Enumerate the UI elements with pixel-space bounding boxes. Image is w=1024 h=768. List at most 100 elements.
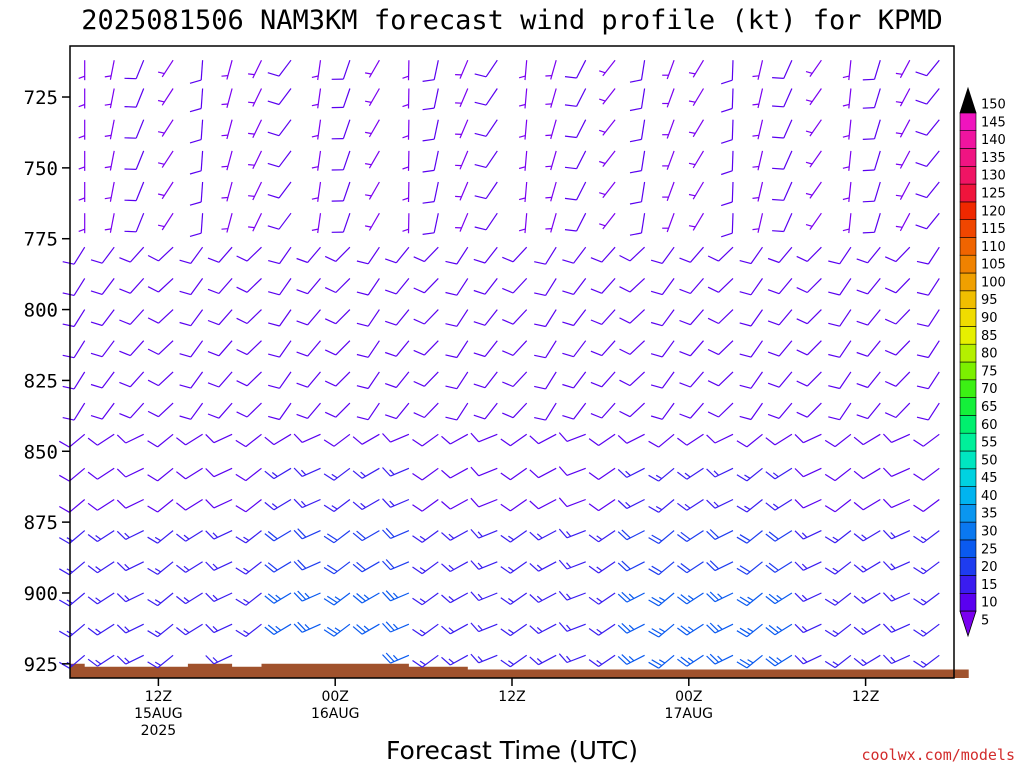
barb-staff: [550, 150, 557, 171]
barb-feather: [619, 254, 631, 262]
wind-barb: [739, 371, 763, 389]
barb-staff: [273, 561, 292, 573]
barb-staff: [226, 88, 233, 108]
barb-feather: [385, 527, 395, 538]
barb-feather: [767, 382, 780, 388]
barb-feather: [545, 165, 552, 168]
barb-feather: [853, 470, 864, 480]
wind-barb: [545, 119, 557, 140]
barb-feather: [236, 411, 248, 418]
barb-feather: [363, 594, 370, 600]
barb-feather: [147, 630, 158, 638]
wind-barb: [264, 530, 292, 542]
barb-feather: [205, 623, 215, 634]
y-tick-label: 725: [24, 87, 58, 109]
barb-feather: [651, 565, 663, 573]
barb-feather: [326, 533, 338, 541]
wind-barb: [59, 592, 86, 607]
barb-feather: [721, 139, 733, 144]
barb-staff: [524, 119, 528, 140]
barb-feather: [124, 532, 130, 539]
barb-feather: [916, 354, 929, 359]
barb-feather: [382, 433, 391, 443]
barb-feather: [441, 532, 451, 541]
barb-feather: [920, 598, 927, 604]
barb-feather: [402, 135, 409, 139]
barb-feather: [862, 231, 875, 234]
wind-barb: [824, 561, 852, 575]
barb-feather: [590, 257, 603, 263]
wind-barb: [765, 592, 793, 605]
barb-staff: [213, 467, 233, 478]
wind-barb: [648, 467, 675, 482]
wind-barb: [916, 278, 940, 296]
barb-staff: [69, 561, 86, 576]
barb-staff: [778, 340, 793, 357]
wind-barb: [474, 181, 498, 200]
barb-staff: [307, 340, 321, 357]
wind-barbs: [58, 59, 940, 669]
wind-barb: [176, 433, 203, 446]
barb-staff: [279, 402, 292, 420]
wind-barb: [90, 246, 115, 264]
wind-barb: [739, 278, 763, 296]
wind-barb: [805, 119, 822, 137]
wind-barb: [90, 402, 115, 420]
barb-staff: [658, 592, 675, 607]
barb-feather: [828, 353, 840, 358]
wind-barb: [518, 213, 528, 234]
barb-staff: [576, 212, 587, 232]
barb-feather: [412, 504, 423, 512]
barb-feather: [364, 225, 372, 228]
barb-feather: [275, 594, 282, 600]
barb-feather: [677, 565, 688, 574]
barb-staff: [576, 119, 587, 138]
barb-feather: [736, 440, 748, 448]
barb-feather: [805, 192, 813, 196]
barb-staff: [101, 309, 115, 326]
wind-barb: [796, 277, 822, 294]
wind-barb: [324, 246, 351, 262]
barb-feather: [768, 624, 779, 634]
wind-barb: [590, 246, 616, 263]
barb-staff: [478, 592, 498, 602]
barb-feather: [500, 597, 511, 605]
wind-barb: [147, 623, 174, 638]
wind-barb: [529, 530, 557, 541]
barb-staff: [245, 592, 262, 606]
barb-staff: [459, 59, 469, 79]
wind-barb: [629, 119, 646, 143]
wind-barb: [706, 467, 734, 478]
wind-barb: [650, 402, 675, 420]
barb-staff: [731, 150, 734, 171]
barb-feather: [518, 228, 526, 232]
wind-barb: [402, 60, 410, 81]
barb-feather: [768, 562, 779, 571]
barb-feather: [323, 598, 335, 606]
barb-feather: [659, 596, 666, 602]
barb-feather: [717, 593, 723, 599]
barb-staff: [213, 592, 233, 602]
barb-staff: [423, 340, 439, 356]
wind-barb: [385, 340, 410, 357]
wind-barb: [518, 181, 528, 203]
barb-staff: [922, 561, 940, 575]
barb-staff: [839, 278, 852, 296]
barb-feather: [441, 469, 451, 479]
barb-feather: [706, 593, 716, 603]
barb-feather: [176, 471, 186, 480]
wind-barb: [382, 527, 410, 539]
wind-barb: [331, 181, 351, 202]
barb-staff: [433, 119, 439, 140]
wind-barb: [323, 467, 351, 481]
barb-feather: [677, 502, 688, 511]
wind-barb: [293, 467, 321, 477]
colorbar-cell: [959, 201, 977, 220]
barb-feather: [189, 232, 202, 237]
wind-barb: [736, 561, 763, 575]
wind-barb: [104, 181, 115, 202]
barb-feather: [116, 468, 127, 478]
barb-staff: [750, 309, 763, 327]
barb-staff: [803, 623, 822, 634]
y-tick-label: 875: [24, 512, 58, 534]
